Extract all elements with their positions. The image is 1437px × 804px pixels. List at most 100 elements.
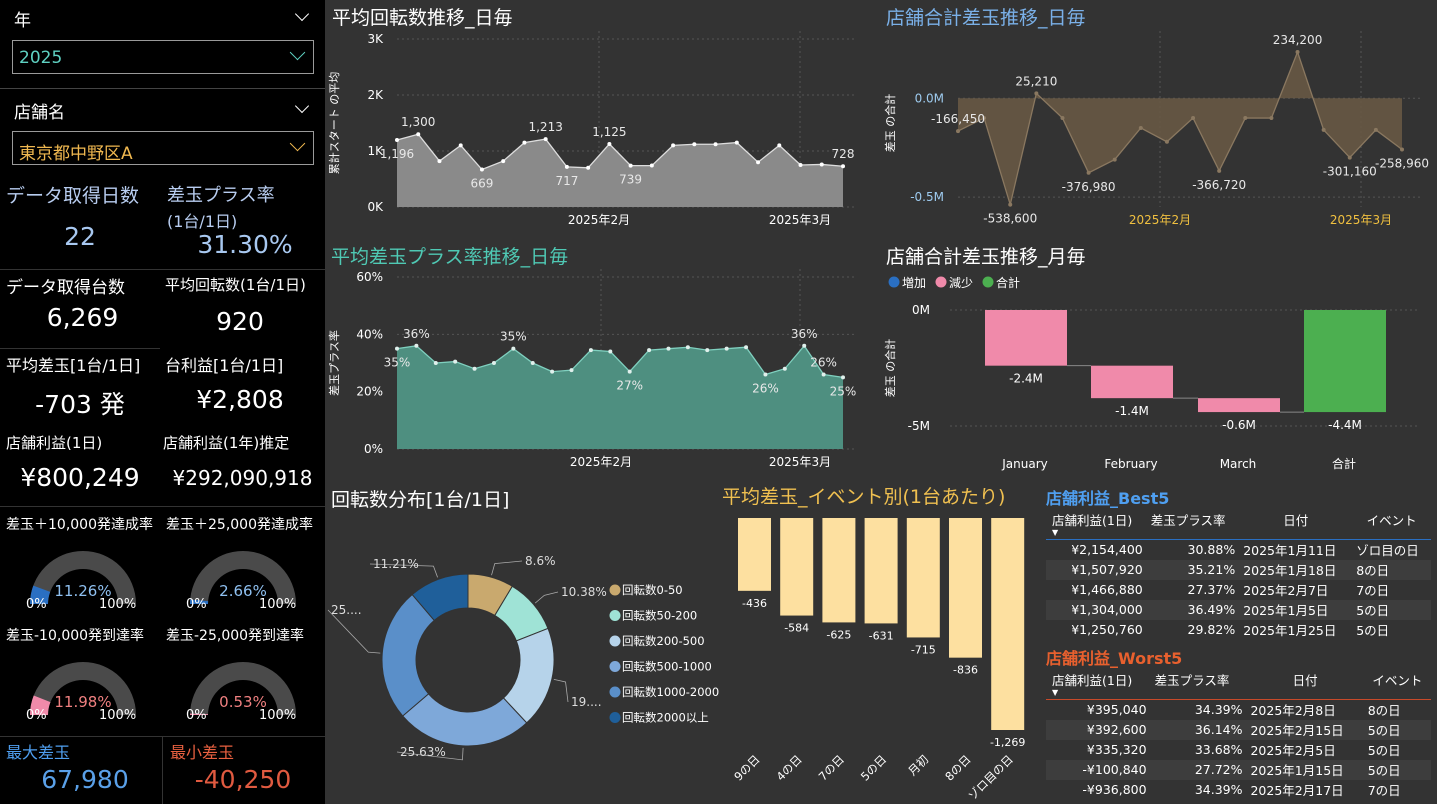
sort-desc-icon[interactable]: ▼	[1052, 688, 1059, 697]
legend-marker	[609, 686, 621, 698]
store-diff-monthly-title: 店舗合計差玉推移_月毎	[886, 246, 1086, 268]
table-cell: -¥936,800	[1082, 782, 1147, 797]
table-row[interactable]: ¥1,507,920 35.21% 2025年1月18日 8の日	[1046, 559, 1431, 580]
data-point	[479, 167, 484, 172]
gauge-title: 差玉-25,000発到達率	[166, 628, 305, 644]
legend-label: 回転数1000-2000	[622, 685, 719, 699]
data-point	[1034, 91, 1039, 96]
column-header[interactable]: 日付	[1246, 668, 1364, 700]
kpi-plus-rate-sublabel: (1台/1日)	[167, 212, 238, 231]
gauge-max-label: 100%	[259, 708, 297, 723]
gauge-min-label: 0%	[186, 597, 207, 612]
data-label: 1,300	[401, 115, 435, 129]
data-point	[395, 138, 399, 143]
leader-line	[534, 591, 559, 604]
table-cell: 7の日	[1367, 783, 1401, 798]
table-row[interactable]: -¥100,840 27.72% 2025年1月15日 5の日	[1046, 759, 1431, 780]
sort-desc-icon[interactable]: ▼	[1052, 528, 1059, 537]
y-tick-label: 0.0M	[915, 91, 944, 105]
column-header[interactable]: 差玉プラス率	[1146, 508, 1240, 540]
bar	[822, 518, 856, 623]
data-label: -258,960	[1375, 156, 1429, 170]
store-dropdown[interactable]: 東京都中野区A	[12, 131, 314, 165]
data-point	[1138, 125, 1143, 130]
column-header[interactable]: 店舗利益(1日) ▼	[1046, 508, 1147, 540]
table-cell: 7の日	[1356, 583, 1390, 598]
gauge-max-label: 100%	[99, 708, 137, 723]
series-line	[957, 50, 1403, 208]
y-tick-label: -0.5M	[910, 190, 944, 204]
series-line	[396, 133, 844, 171]
x-tick-label: 2025年3月	[769, 213, 831, 227]
data-point	[841, 164, 845, 169]
data-label: -584	[784, 622, 809, 635]
data-point	[569, 368, 574, 373]
column-header[interactable]: 店舗利益(1日) ▼	[1046, 668, 1151, 700]
data-label: -166,450	[931, 112, 985, 126]
data-label: 27%	[616, 379, 643, 393]
column-header[interactable]: 日付	[1239, 508, 1353, 540]
data-point	[705, 348, 710, 353]
year-dropdown[interactable]: 2025	[12, 40, 314, 74]
column-header[interactable]: イベント	[1352, 508, 1431, 540]
column-header[interactable]: イベント	[1363, 668, 1431, 700]
table-cell: 2025年2月15日	[1246, 719, 1364, 740]
x-tick-label: 月初	[905, 752, 931, 778]
x-tick-label: February	[1104, 457, 1157, 471]
y-tick-label: 3K	[367, 32, 384, 46]
kpi-unit-profit-label: 台利益[1台/1日]	[165, 356, 284, 375]
table-row[interactable]: ¥335,320 33.68% 2025年2月5日 5の日	[1046, 740, 1431, 760]
table-cell: 34.39%	[1194, 782, 1243, 797]
data-label: -538,600	[983, 212, 1037, 226]
table-row[interactable]: -¥936,800 34.39% 2025年2月17日 7の日	[1046, 780, 1431, 800]
data-point	[501, 159, 506, 164]
table-cell: ¥392,600	[1046, 719, 1151, 740]
gauge-track	[30, 662, 136, 715]
data-label: 35%	[500, 330, 527, 344]
event-title: 平均差玉_イベント別(1台あたり)	[722, 486, 1006, 508]
data-point	[756, 160, 761, 165]
table-cell: 29.82%	[1187, 622, 1236, 637]
table-cell: 34.39%	[1194, 702, 1243, 718]
data-label: -0.6M	[1222, 418, 1256, 432]
worst5-table: 店舗利益(1日) ▼ 差玉プラス率 日付 イベント ¥395,040 34.39% 2025年…	[1046, 668, 1431, 800]
data-point	[437, 159, 442, 164]
data-label: -1.4M	[1115, 404, 1149, 418]
data-point	[802, 343, 807, 348]
table-row[interactable]: ¥1,304,000 36.49% 2025年1月5日 5の日	[1046, 599, 1431, 620]
column-header[interactable]: 差玉プラス率	[1150, 668, 1247, 700]
leader-line	[396, 747, 464, 761]
kpi-store-profit-year-value: ¥292,090,918	[172, 466, 313, 490]
gauge-value: 0.53%	[219, 693, 267, 711]
x-tick-label: 7の日	[816, 752, 847, 783]
table-cell: 8の日	[1352, 559, 1431, 580]
leader-line	[491, 560, 523, 576]
data-point	[671, 143, 676, 148]
legend-label: 回転数200-500	[622, 634, 705, 648]
table-row[interactable]: ¥395,040 34.39% 2025年2月8日 8の日	[1046, 700, 1431, 720]
table-row[interactable]: ¥1,250,760 29.82% 2025年1月25日 5の日	[1046, 620, 1431, 640]
table-row[interactable]: ¥2,154,400 30.88% 2025年1月11日 ゾロ目の日	[1046, 540, 1431, 560]
x-tick-label: 2025年2月	[570, 455, 632, 469]
store-slicer-title: 店舗名	[14, 103, 65, 123]
gauge-max-label: 100%	[259, 597, 297, 612]
legend-marker	[609, 584, 621, 596]
table-row[interactable]: ¥392,600 36.14% 2025年2月15日 5の日	[1046, 719, 1431, 740]
data-point	[1243, 116, 1248, 121]
data-label: 26%	[752, 381, 779, 395]
y-tick-label: 60%	[356, 270, 383, 284]
gauge-value: 2.66%	[219, 582, 267, 600]
data-point	[1191, 116, 1196, 121]
chevron-down-icon[interactable]	[294, 6, 310, 22]
year-slicer-title: 年	[14, 11, 31, 31]
best5-title: 店舗利益_Best5	[1046, 489, 1170, 508]
data-point	[763, 372, 768, 377]
table-cell: 2025年1月25日	[1243, 623, 1337, 638]
data-label: 717	[555, 174, 578, 188]
table-row[interactable]: ¥1,466,880 27.37% 2025年2月7日 7の日	[1046, 580, 1431, 600]
kpi-units-label: データ取得台数	[6, 278, 125, 298]
chevron-down-icon[interactable]	[294, 98, 310, 114]
data-point	[1373, 127, 1378, 132]
table-header-row: 店舗利益(1日) ▼ 差玉プラス率 日付 イベント	[1046, 668, 1431, 700]
data-point	[819, 162, 824, 167]
